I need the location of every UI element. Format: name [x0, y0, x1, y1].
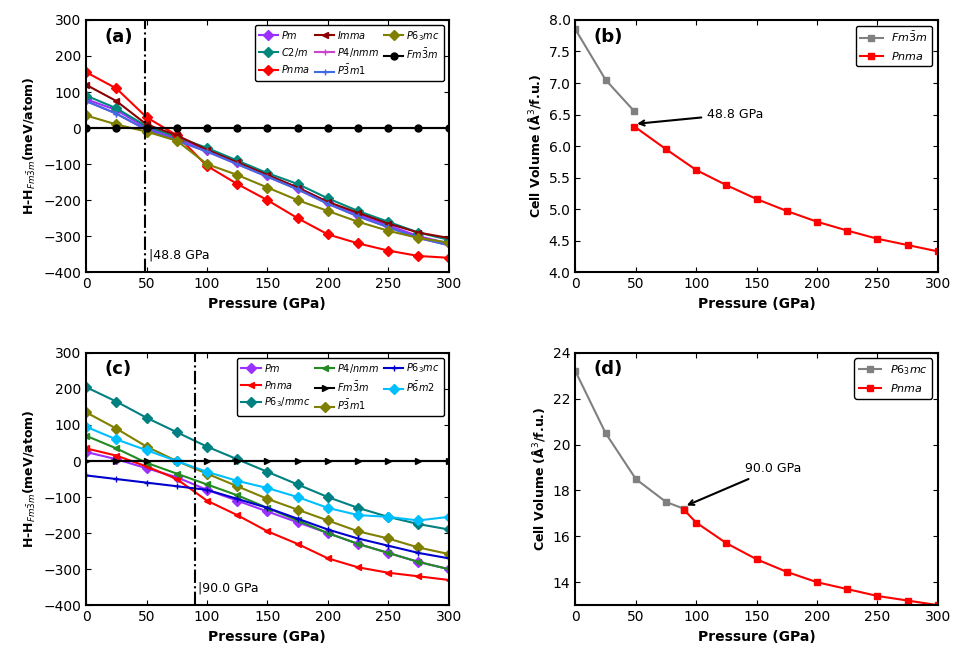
$P6_3mc$: [600, 429, 612, 437]
$Pnma$: [751, 555, 763, 563]
$Pnma$: [751, 195, 763, 203]
$Pnma$: [901, 597, 913, 604]
Y-axis label: Cell Volume (Å$^3$/f.u.): Cell Volume (Å$^3$/f.u.): [530, 407, 547, 551]
Y-axis label: H-H$_{Fm\bar{3}m}$(meV/atom): H-H$_{Fm\bar{3}m}$(meV/atom): [22, 77, 37, 215]
$Fm\bar{3}m$: [569, 25, 581, 33]
Text: 48.8 GPa: 48.8 GPa: [639, 108, 764, 126]
Text: (d): (d): [593, 360, 623, 378]
$Pnma$: [812, 217, 823, 225]
X-axis label: Pressure (GPa): Pressure (GPa): [698, 630, 815, 644]
Legend: $P6_3mc$, $Pnma$: $P6_3mc$, $Pnma$: [855, 358, 932, 399]
$Pnma$: [629, 122, 640, 130]
Text: (a): (a): [104, 27, 133, 45]
X-axis label: Pressure (GPa): Pressure (GPa): [698, 297, 815, 311]
Legend: $Pm$, $Pnma$, $P6_3/mmc$, $P4/nmm$, $Fm\bar{3}m$, $P\bar{3}m1$, $P6_3mc$, $P\bar: $Pm$, $Pnma$, $P6_3/mmc$, $P4/nmm$, $Fm\…: [237, 358, 444, 416]
$Pnma$: [721, 539, 732, 547]
$Fm\bar{3}m$: [600, 76, 612, 84]
Line: $Fm\bar{3}m$: $Fm\bar{3}m$: [572, 27, 637, 114]
X-axis label: Pressure (GPa): Pressure (GPa): [209, 630, 326, 644]
Text: (c): (c): [104, 360, 131, 378]
$P6_3mc$: [679, 505, 690, 513]
$Fm\bar{3}m$: [629, 107, 640, 116]
$Pnma$: [841, 585, 853, 593]
$Pnma$: [781, 207, 792, 215]
Line: $Pnma$: $Pnma$: [632, 124, 941, 254]
$Pnma$: [932, 601, 944, 609]
Text: |90.0 GPa: |90.0 GPa: [198, 581, 259, 595]
Text: (b): (b): [593, 27, 623, 45]
$Pnma$: [901, 241, 913, 249]
$Pnma$: [932, 247, 944, 255]
X-axis label: Pressure (GPa): Pressure (GPa): [209, 297, 326, 311]
$Pnma$: [812, 579, 823, 587]
$Pnma$: [781, 568, 792, 576]
$Pnma$: [721, 181, 732, 189]
Legend: $Pm$, $C2/m$, $Pnma$, $Imma$, $P4/nmm$, $P\bar{3}m1$, $P6_3mc$, $Fm\bar{3}m$: $Pm$, $C2/m$, $Pnma$, $Imma$, $P4/nmm$, …: [255, 25, 444, 81]
Y-axis label: Cell Volume (Å$^3$/f.u.): Cell Volume (Å$^3$/f.u.): [526, 74, 543, 218]
$Pnma$: [660, 145, 672, 153]
$Pnma$: [679, 506, 690, 514]
$Pnma$: [872, 235, 883, 243]
$P6_3mc$: [660, 498, 672, 506]
Line: $P6_3mc$: $P6_3mc$: [572, 368, 687, 511]
$P6_3mc$: [569, 367, 581, 375]
Text: |48.8 GPa: |48.8 GPa: [148, 249, 210, 261]
Line: $Pnma$: $Pnma$: [681, 507, 941, 608]
Y-axis label: H-H$_{Fm\bar{3}m}$(meV/atom): H-H$_{Fm\bar{3}m}$(meV/atom): [22, 410, 37, 548]
$Pnma$: [691, 166, 702, 174]
Legend: $Fm\bar{3}m$, $Pnma$: $Fm\bar{3}m$, $Pnma$: [856, 25, 932, 66]
$Pnma$: [691, 519, 702, 527]
$P6_3mc$: [630, 475, 641, 483]
Text: 90.0 GPa: 90.0 GPa: [689, 462, 801, 505]
$Pnma$: [841, 227, 853, 235]
$Pnma$: [872, 592, 883, 600]
